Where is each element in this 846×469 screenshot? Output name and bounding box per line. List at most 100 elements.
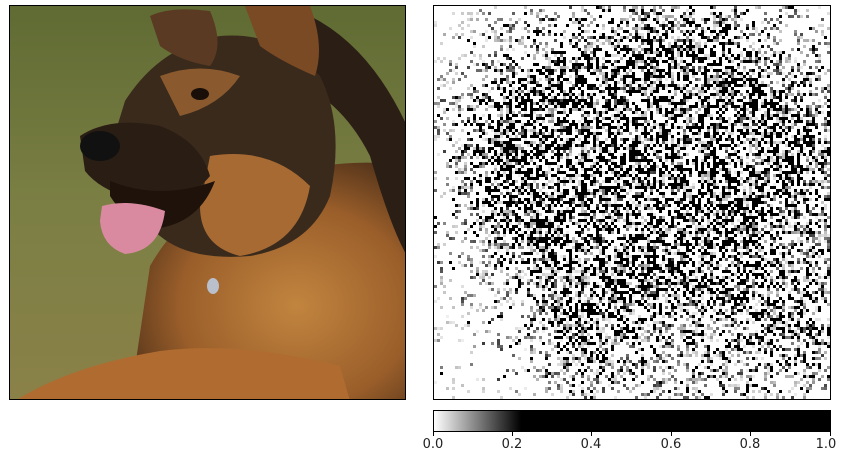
saliency-speckle	[518, 39, 521, 42]
saliency-speckle	[548, 72, 551, 75]
saliency-speckle	[671, 123, 674, 126]
saliency-speckle	[635, 105, 638, 108]
saliency-speckle	[536, 171, 539, 174]
saliency-speckle	[737, 180, 740, 183]
saliency-speckle	[623, 66, 626, 69]
saliency-speckle	[521, 186, 524, 189]
saliency-speckle	[608, 216, 611, 219]
saliency-speckle	[755, 222, 758, 225]
saliency-speckle	[479, 225, 482, 228]
saliency-speckle	[593, 117, 596, 120]
saliency-speckle	[581, 231, 584, 234]
saliency-speckle	[533, 75, 536, 78]
saliency-speckle	[503, 219, 506, 222]
saliency-speckle	[746, 225, 749, 228]
saliency-speckle	[617, 165, 620, 168]
saliency-speckle	[467, 228, 470, 231]
saliency-speckle	[614, 195, 617, 198]
saliency-speckle	[440, 99, 443, 102]
saliency-speckle	[812, 159, 815, 162]
saliency-speckle	[551, 102, 554, 105]
saliency-speckle	[644, 198, 647, 201]
saliency-speckle	[497, 213, 500, 216]
saliency-speckle	[809, 66, 812, 69]
saliency-speckle	[731, 159, 734, 162]
saliency-speckle	[635, 141, 638, 144]
saliency-speckle	[455, 96, 458, 99]
saliency-speckle	[734, 21, 737, 24]
saliency-speckle	[755, 225, 758, 228]
saliency-heatmap	[434, 6, 831, 399]
saliency-speckle	[647, 54, 650, 57]
saliency-speckle	[668, 84, 671, 87]
saliency-speckle	[506, 201, 509, 204]
saliency-speckle	[485, 228, 488, 231]
saliency-speckle	[632, 201, 635, 204]
saliency-speckle	[671, 48, 674, 51]
saliency-speckle	[491, 210, 494, 213]
saliency-speckle	[692, 123, 695, 126]
saliency-speckle	[686, 189, 689, 192]
saliency-speckle	[602, 96, 605, 99]
saliency-speckle	[812, 102, 815, 105]
saliency-speckle	[761, 93, 764, 96]
saliency-speckle	[770, 99, 773, 102]
saliency-speckle	[632, 171, 635, 174]
saliency-speckle	[650, 45, 653, 48]
saliency-speckle	[683, 144, 686, 147]
saliency-speckle	[800, 51, 803, 54]
saliency-speckle	[458, 147, 461, 150]
saliency-speckle	[557, 192, 560, 195]
saliency-speckle	[788, 204, 791, 207]
dog-ear-left	[150, 9, 218, 67]
saliency-speckle	[629, 90, 632, 93]
saliency-speckle	[554, 204, 557, 207]
saliency-speckle	[524, 225, 527, 228]
saliency-speckle	[533, 192, 536, 195]
saliency-speckle	[596, 231, 599, 234]
saliency-speckle	[776, 135, 779, 138]
saliency-speckle	[830, 132, 831, 135]
saliency-speckle	[578, 93, 581, 96]
saliency-speckle	[539, 93, 542, 96]
saliency-speckle	[686, 213, 689, 216]
saliency-speckle	[458, 204, 461, 207]
saliency-speckle	[722, 174, 725, 177]
saliency-speckle	[692, 51, 695, 54]
saliency-speckle	[557, 183, 560, 186]
saliency-speckle	[677, 150, 680, 153]
saliency-speckle	[551, 96, 554, 99]
saliency-speckle	[764, 171, 767, 174]
saliency-speckle	[743, 222, 746, 225]
saliency-speckle	[680, 162, 683, 165]
saliency-speckle	[659, 105, 662, 108]
saliency-speckle	[644, 48, 647, 51]
saliency-speckle	[749, 213, 752, 216]
saliency-speckle	[536, 48, 539, 51]
saliency-speckle	[644, 75, 647, 78]
saliency-speckle	[725, 108, 728, 111]
saliency-speckle	[665, 15, 668, 18]
saliency-speckle	[611, 87, 614, 90]
saliency-speckle	[527, 93, 530, 96]
saliency-speckle	[494, 156, 497, 159]
saliency-speckle	[572, 21, 575, 24]
saliency-speckle	[590, 174, 593, 177]
saliency-speckle	[776, 96, 779, 99]
saliency-speckle	[770, 165, 773, 168]
saliency-speckle	[665, 78, 668, 81]
saliency-speckle	[653, 81, 656, 84]
saliency-speckle	[731, 147, 734, 150]
saliency-speckle	[491, 27, 494, 30]
saliency-speckle	[629, 87, 632, 90]
saliency-speckle	[758, 93, 761, 96]
saliency-speckle	[617, 72, 620, 75]
saliency-speckle	[608, 150, 611, 153]
saliency-speckle	[824, 225, 827, 228]
saliency-speckle	[458, 168, 461, 171]
saliency-speckle	[509, 213, 512, 216]
saliency-speckle	[686, 108, 689, 111]
saliency-speckle	[575, 36, 578, 39]
saliency-speckle	[503, 174, 506, 177]
saliency-speckle	[701, 72, 704, 75]
